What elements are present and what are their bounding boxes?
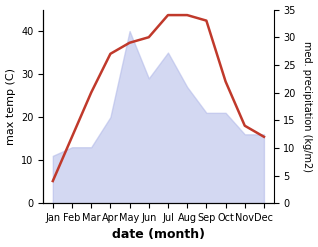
Y-axis label: med. precipitation (kg/m2): med. precipitation (kg/m2) (302, 41, 313, 172)
Y-axis label: max temp (C): max temp (C) (5, 68, 16, 145)
X-axis label: date (month): date (month) (112, 228, 205, 242)
